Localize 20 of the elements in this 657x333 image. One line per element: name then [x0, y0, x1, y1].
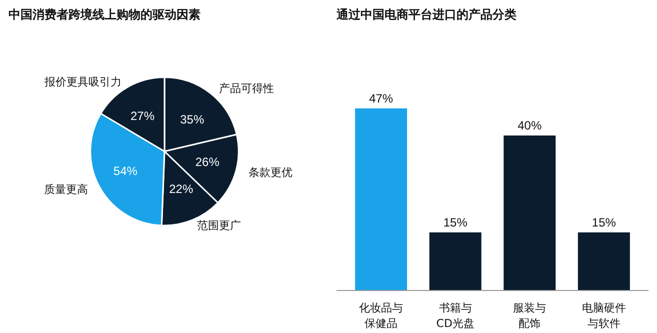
data-label: 15% [592, 215, 616, 230]
slice-label: 质量更高 [44, 183, 88, 196]
slice-label: 条款更优 [248, 166, 293, 180]
chart-title: 中国消费者跨境线上购物的驱动因素 [8, 8, 200, 22]
slice-label: 产品可得性 [218, 82, 274, 96]
data-label: 35% [180, 112, 204, 126]
data-label: 22% [169, 182, 194, 196]
data-label: 54% [113, 164, 138, 178]
data-label: 40% [518, 118, 542, 133]
x-tick-label: 服装与配饰 [513, 302, 546, 330]
slice-label: 范围更广 [197, 218, 242, 232]
x-tick-label: 化妆品与保健品 [359, 302, 404, 330]
data-label: 27% [130, 109, 155, 124]
data-label: 47% [369, 91, 394, 106]
x-tick-label: 书籍与CD光盘 [436, 302, 474, 330]
data-label: 15% [443, 215, 468, 230]
slice-label: 报价更具吸引力 [43, 75, 122, 88]
chart-title: 通过中国电商平台进口的产品分类 [336, 8, 516, 22]
x-tick-label: 电脑硬件与软件 [582, 302, 626, 330]
data-label: 26% [195, 155, 220, 170]
